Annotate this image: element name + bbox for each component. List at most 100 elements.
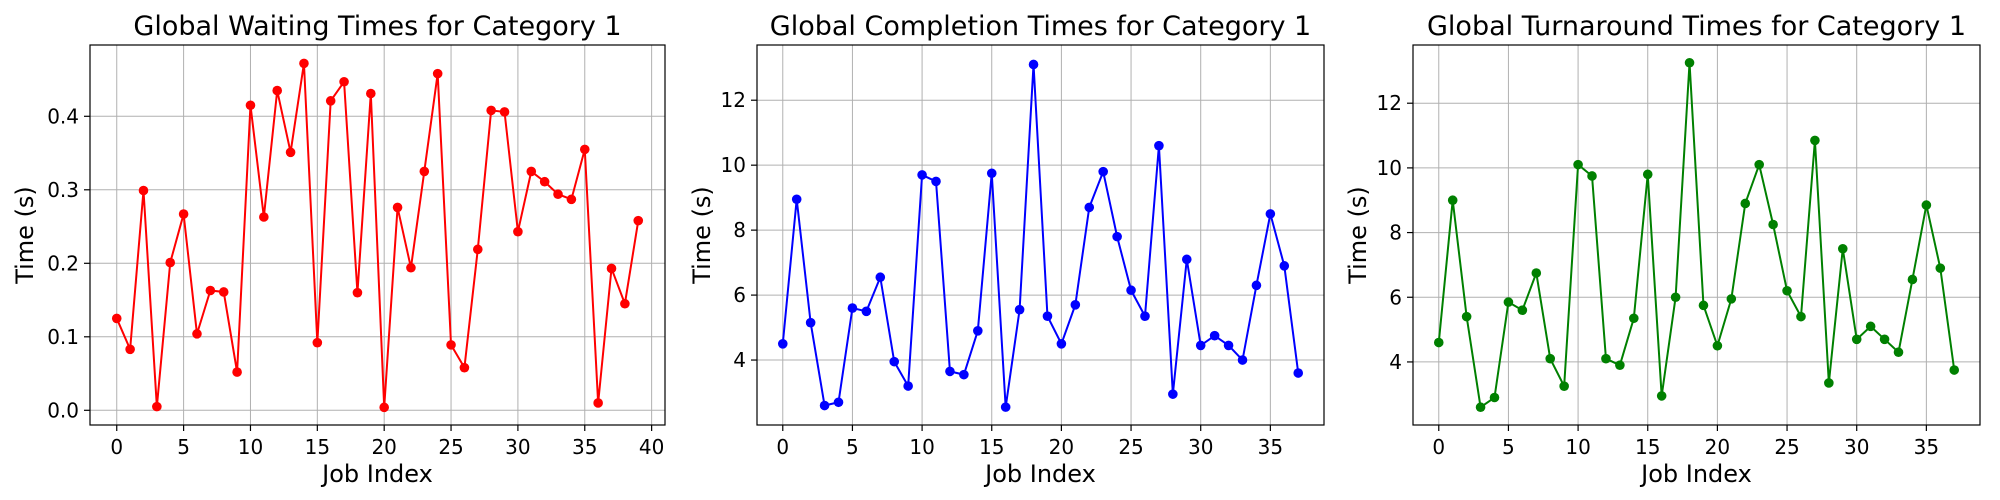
data-point [903,381,913,391]
data-point [1070,300,1081,310]
data-point [1503,297,1514,307]
data-point [1949,365,1960,375]
data-point [1265,209,1276,219]
data-point [419,166,430,177]
x-tick-label: 5 [846,435,859,459]
x-tick-label: 15 [979,435,1004,459]
data-point [1615,360,1625,370]
data-point [805,317,816,328]
data-point [945,366,955,377]
data-point [889,356,900,367]
data-point [917,170,927,180]
data-point [432,68,443,79]
data-point [526,166,537,177]
series-line [781,64,1300,408]
data-point [1893,347,1904,358]
data-point [973,326,983,336]
x-tick-label: 30 [505,435,530,459]
data-point [1209,330,1220,341]
data-point [1642,169,1653,180]
data-point [192,329,202,339]
data-point [406,262,416,273]
data-point [1810,135,1820,146]
data-point [1754,159,1764,170]
data-point [1112,231,1122,242]
x-tick-label: 5 [177,435,190,459]
data-point [1168,389,1178,399]
x-tick-label: 40 [639,435,664,459]
y-tick-label: 8 [1389,221,1402,245]
data-point [379,402,389,413]
data-point [1531,268,1542,278]
x-tick-label: 25 [1774,435,1799,459]
data-point [1782,285,1792,296]
data-point [392,202,403,213]
data-point [138,185,149,196]
y-tick-label: 6 [1389,285,1402,309]
data-point [1573,159,1583,170]
data-point [259,212,269,222]
y-tick-label: 10 [721,153,746,177]
y-tick-label: 12 [721,88,746,112]
data-point [125,344,135,355]
data-point [1056,339,1067,349]
data-point [986,168,997,179]
series-line [1437,62,1956,409]
x-tick-label: 0 [1432,435,1445,459]
x-tick-label: 30 [1188,435,1213,459]
x-tick-label: 5 [1502,435,1515,459]
data-point [566,194,577,205]
y-tick-label: 0.1 [47,325,79,349]
data-point [1865,321,1876,332]
x-tick-label: 10 [238,435,263,459]
y-tick-label: 0.3 [47,178,79,202]
data-point [1195,340,1206,351]
data-point [1698,300,1709,311]
data-point [777,339,788,349]
data-point [1851,334,1862,345]
x-tick-label: 20 [371,435,396,459]
data-point [1517,305,1528,315]
data-point [1154,140,1164,151]
data-point [833,397,844,408]
data-point [1461,311,1472,322]
data-point [1601,353,1611,364]
data-point [1670,292,1681,303]
data-point [1293,368,1304,378]
data-point [791,194,802,205]
data-point [1935,263,1946,273]
y-axis-label: Time (s) [1344,186,1372,285]
chart-1: 0 5 10 15 20 25 30 35 40 0.0 0.1 0.2 0.3 0.4 Global Wa… [11,11,666,488]
data-point [352,287,363,298]
data-point [1098,166,1108,177]
x-tick-label: 20 [1049,435,1074,459]
plot-frame [1412,44,1981,426]
data-point [1559,381,1569,391]
y-axis-label: Time (s) [11,186,39,285]
x-tick-label: 35 [1914,435,1939,459]
data-point [1447,195,1458,206]
data-point [1140,311,1150,321]
data-point [486,105,496,116]
data-point [339,76,349,87]
data-point [1629,313,1639,324]
x-tick-label: 0 [110,435,123,459]
y-tick-label: 12 [1377,91,1402,115]
data-point [1433,337,1444,348]
data-point [606,263,617,274]
plot-frame [89,44,666,426]
data-point [620,298,630,309]
x-tick-label: 35 [1258,435,1283,459]
x-tick-label: 30 [1844,435,1869,459]
data-point [1545,353,1556,364]
data-point [1279,261,1290,271]
data-point [1181,254,1192,265]
y-tick-label: 4 [733,348,746,372]
data-point [152,401,162,412]
data-point [633,215,644,226]
data-point [366,88,376,99]
chart-2: 0 5 10 15 20 25 30 35 4 6 8 10 12 Global Completion T… [688,11,1325,488]
data-point [1796,311,1806,322]
x-tick-label: 15 [1635,435,1660,459]
y-tick-label: 6 [733,283,746,307]
